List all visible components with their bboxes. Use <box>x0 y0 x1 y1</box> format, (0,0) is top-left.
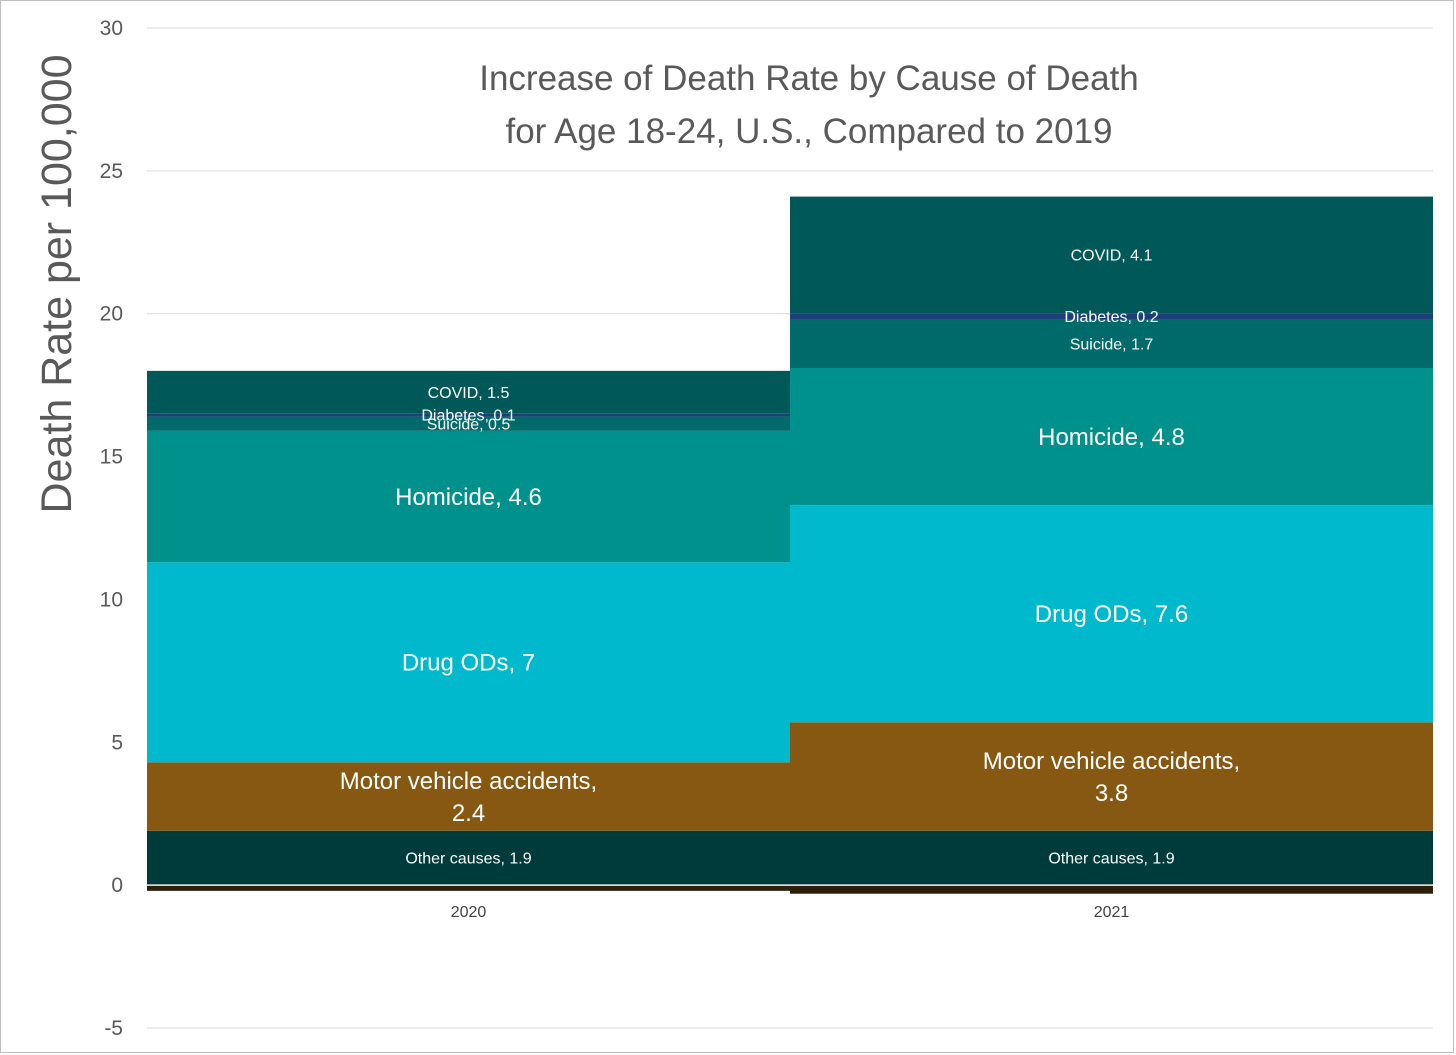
bar-segment-negative-2020 <box>147 885 790 891</box>
bar-segment-suicide-2021 <box>790 319 1433 368</box>
segment-label: Motor vehicle accidents, 2.4 <box>340 768 597 827</box>
segment-label: Diabetes, 0.1 <box>421 408 515 425</box>
bar-segment-negative-2021 <box>790 885 1433 894</box>
segment-label: Other causes, 1.9 <box>1048 851 1174 868</box>
y-tick-label: 30 <box>100 17 123 40</box>
bar-segment-motor-vehicle-accidents-2020 <box>147 762 790 831</box>
segment-label: Suicide, 0.5 <box>427 416 511 433</box>
bar-segment-diabetes-2020 <box>147 413 790 417</box>
bar-segments <box>147 196 1433 894</box>
segment-label: Suicide, 1.7 <box>1070 336 1154 353</box>
segment-label: Diabetes, 0.2 <box>1064 309 1158 326</box>
bar-segment-homicide-2020 <box>147 430 790 563</box>
bar-segment-diabetes-2021 <box>790 313 1433 320</box>
segment-label: Homicide, 4.6 <box>395 484 542 511</box>
y-tick-label: 15 <box>100 446 123 469</box>
chart-title: Increase of Death Rate by Cause of Death <box>479 59 1139 98</box>
y-axis-label: Death Rate per 100,000 <box>33 55 81 514</box>
segment-label: Other causes, 1.9 <box>405 851 531 868</box>
segment-label: Homicide, 4.8 <box>1038 424 1185 451</box>
y-tick-label: 10 <box>100 588 123 611</box>
bar-segment-other-causes-2020 <box>147 830 790 886</box>
segment-label: COVID, 1.5 <box>428 385 510 402</box>
bar-segment-drug-ods-2021 <box>790 505 1433 723</box>
segment-label: Drug ODs, 7 <box>402 650 535 677</box>
segment-labels: Other causes, 1.9 Motor vehicle accidents… <box>340 248 1240 868</box>
y-tick-label: -5 <box>104 1017 123 1040</box>
y-tick-label: 20 <box>100 303 123 326</box>
bar-segment-homicide-2021 <box>790 368 1433 506</box>
bar-segment-suicide-2020 <box>147 416 790 431</box>
bar-segment-motor-vehicle-accidents-2021 <box>790 722 1433 831</box>
bar-segment-drug-ods-2020 <box>147 562 790 763</box>
y-tick-label: 0 <box>111 874 123 897</box>
chart-subtitle: for Age 18-24, U.S., Compared to 2019 <box>505 112 1112 151</box>
axis-labels: -5 0 5 10 15 20 25 30 2020 2021 <box>100 17 1130 1040</box>
y-tick-label: 25 <box>100 160 123 183</box>
bar-segment-covid-2020 <box>147 370 790 414</box>
segment-label: Drug ODs, 7.6 <box>1035 601 1188 628</box>
x-category-label: 2021 <box>1094 904 1130 921</box>
bar-segment-covid-2021 <box>790 196 1433 314</box>
segment-label: COVID, 4.1 <box>1071 248 1153 265</box>
y-tick-label: 5 <box>111 731 123 754</box>
x-category-label: 2020 <box>451 904 487 921</box>
segment-label: Motor vehicle accidents, 3.8 <box>983 748 1240 807</box>
bar-segment-other-causes-2021 <box>790 830 1433 886</box>
